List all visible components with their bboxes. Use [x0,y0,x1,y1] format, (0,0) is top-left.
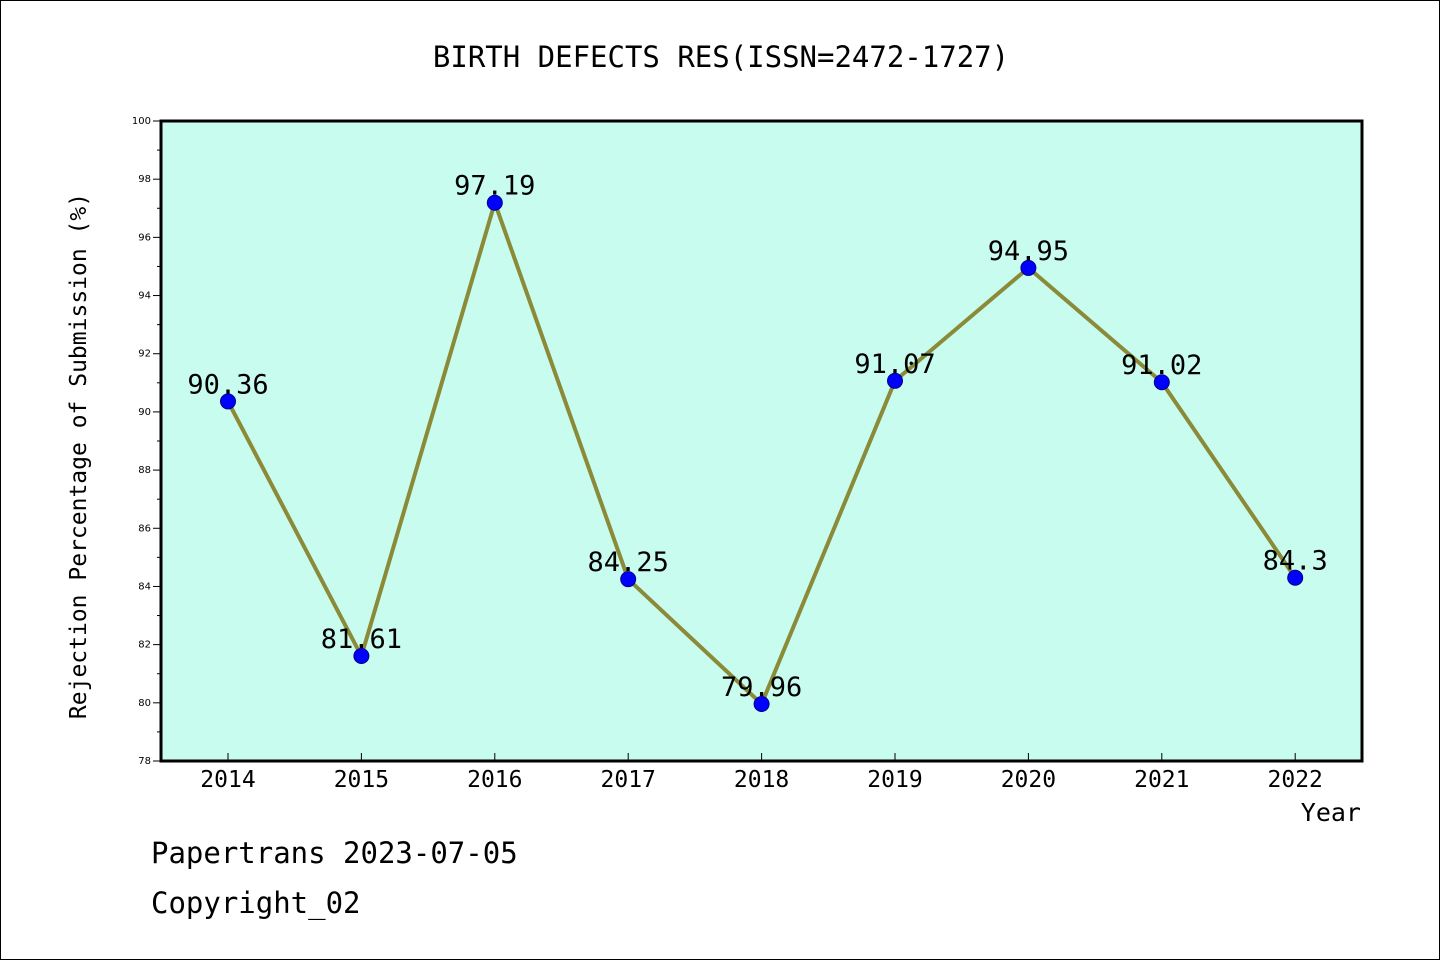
x-tick-label: 2014 [200,767,255,793]
y-tick-label: 82 [138,640,151,651]
data-point [1287,569,1304,586]
x-tick-label: 2015 [334,767,389,793]
y-tick-label: 88 [138,465,151,476]
y-tick-label: 90 [138,407,151,418]
y-tick-label: 78 [138,756,151,767]
data-label: 91.02 [1121,350,1202,381]
x-tick-label: 2016 [467,767,522,793]
footer-copyright: Copyright_02 [151,886,361,920]
y-tick-label: 98 [138,174,151,185]
data-point [753,695,770,712]
data-label: 79.96 [721,672,802,703]
data-label: 84.25 [588,547,669,578]
x-tick-label: 2018 [734,767,789,793]
y-axis-ticks: 78 80 82 84 86 88 90 92 94 96 98 100 [132,116,161,767]
y-tick-label: 94 [138,291,151,302]
data-point [620,571,637,588]
x-tick-label: 2020 [1001,767,1056,793]
data-label: 94.95 [988,236,1069,267]
plot-area [159,119,1364,763]
data-point [486,194,503,211]
x-tick-label: 2017 [601,767,656,793]
data-point [887,372,903,389]
y-axis-label: Rejection Percentage of Submission (%) [66,193,92,719]
data-label: 90.36 [187,369,268,400]
x-axis-ticks: 2014 2015 2016 2017 2018 2019 2020 2021 2022 [200,753,1323,793]
y-tick-label: 92 [138,349,151,360]
y-tick-label: 84 [138,581,151,592]
data-label: 81.61 [321,624,402,655]
data-label: 91.07 [854,349,935,380]
x-tick-label: 2019 [867,767,922,793]
x-tick-label: 2022 [1268,767,1323,793]
chart-title: BIRTH DEFECTS RES(ISSN=2472-1727) [433,40,1009,74]
data-points [220,194,1304,712]
y-tick-label: 96 [138,232,151,243]
data-point [353,647,370,664]
data-label: 84.3 [1263,546,1328,577]
data-point [1020,259,1037,276]
x-tick-label: 2021 [1134,767,1189,793]
x-axis-label: Year [1301,798,1361,827]
y-tick-label: 86 [138,523,151,534]
data-point [220,393,236,410]
y-tick-label: 80 [138,698,151,709]
footer-source: Papertrans 2023-07-05 [151,836,518,870]
data-point [1153,374,1170,391]
y-tick-label: 100 [132,116,151,127]
data-labels: 90.36 81.61 97.19 84.25 79.96 91.07 94.95 91.02… [187,171,1327,703]
data-label: 97.19 [454,171,535,202]
